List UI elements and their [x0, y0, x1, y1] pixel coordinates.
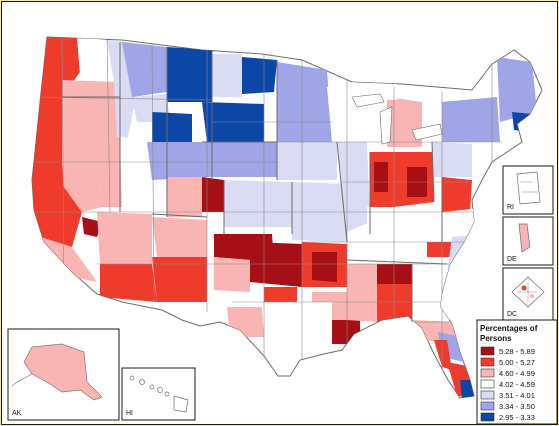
region-louisiana-south — [332, 320, 360, 344]
region-nv-south — [82, 217, 102, 237]
region-texas-east — [297, 302, 332, 342]
alaska-shape — [23, 343, 103, 401]
dc-label: DC — [507, 311, 517, 318]
rhode-island-label: RI — [507, 204, 514, 211]
inset-delaware: DE — [502, 216, 554, 266]
region-new-mexico-north — [152, 217, 207, 257]
legend-swatch — [480, 379, 495, 389]
region-georgia — [412, 264, 452, 322]
legend-title: Percentages of — [480, 324, 538, 333]
region-ca-south — [40, 237, 97, 282]
contiguous-us — [31, 36, 543, 399]
legend-swatch — [480, 346, 495, 356]
region-nebraska — [202, 142, 277, 177]
legend-label: 3.34 - 3.50 — [499, 402, 535, 411]
region-north-dakota-west — [212, 54, 242, 97]
region-mississippi — [347, 264, 377, 322]
inset-rhode-island: RI — [502, 165, 554, 215]
region-alabama-north — [377, 264, 412, 284]
region-texas-dallas — [264, 287, 297, 302]
region-wa-east — [77, 37, 107, 74]
region-or-west — [32, 97, 62, 162]
legend-swatch — [480, 368, 495, 378]
region-boundaries — [32, 37, 502, 372]
legend-label: 4.60 - 4.99 — [499, 369, 535, 378]
alaska-label: AK — [12, 410, 22, 417]
region-nevada — [62, 137, 122, 207]
region-iowa — [277, 142, 337, 180]
legend-label: 3.51 - 4.01 — [499, 391, 535, 400]
region-miami — [460, 380, 474, 398]
region-arizona-west — [97, 212, 152, 264]
great-lakes — [351, 93, 443, 145]
legend-label: 2.95 - 3.33 — [499, 413, 535, 422]
legend-label: 5.28 - 5.89 — [499, 347, 535, 356]
region-ca-central — [32, 187, 82, 247]
legend-swatch — [480, 390, 495, 400]
region-colorado-west — [167, 177, 202, 217]
region-carolina-west — [427, 242, 454, 257]
legend-swatch — [480, 401, 495, 411]
region-michigan — [387, 97, 422, 147]
region-texas-central — [227, 307, 264, 337]
region-montana-west — [122, 42, 167, 97]
region-illinois — [337, 142, 370, 232]
legend-swatch — [480, 412, 495, 422]
region-west-virginia — [442, 177, 472, 214]
region-minnesota — [277, 62, 332, 142]
region-kansas — [224, 180, 292, 227]
region-new-mexico-south — [152, 257, 207, 302]
region-wyoming-north — [152, 112, 192, 142]
legend-label: 4.02 - 4.59 — [499, 380, 535, 389]
region-colorado-east — [202, 177, 224, 212]
region-tennessee — [347, 234, 447, 264]
region-kentucky — [367, 207, 432, 234]
region-oklahoma-east — [250, 242, 302, 287]
inset-hawaii: HI — [121, 367, 196, 421]
legend: Percentages of Persons 5.28 - 5.89 5.00 -… — [476, 319, 557, 424]
inset-alaska: AK — [7, 328, 120, 421]
hawaii-label: HI — [126, 410, 133, 417]
legend-label: 5.00 - 5.27 — [499, 358, 535, 367]
region-montana-east — [167, 47, 212, 102]
region-ca-valley — [62, 162, 102, 212]
region-texas-north — [214, 257, 250, 292]
region-new-york — [442, 97, 500, 142]
region-carolina — [447, 234, 482, 274]
state-boundaries — [62, 42, 448, 322]
legend-swatch — [480, 357, 495, 367]
legend-rows: 5.28 - 5.89 5.00 - 5.27 4.60 - 4.99 4.02 - … — [480, 346, 535, 422]
hawaii-islands — [129, 375, 189, 413]
region-arizona-south — [100, 264, 157, 302]
region-arkansas-central — [312, 252, 337, 282]
region-wyoming-south — [147, 142, 207, 180]
inset-dc: DC — [502, 267, 554, 321]
region-alabama-south — [377, 284, 412, 322]
region-indiana-north — [374, 162, 388, 192]
region-michigan-upper — [347, 82, 397, 100]
region-pennsylvania — [432, 142, 472, 177]
delaware-label: DE — [507, 256, 517, 263]
legend-title-2: Persons — [480, 334, 512, 343]
region-or-east — [62, 80, 120, 142]
region-north-dakota-east — [242, 57, 277, 94]
region-new-england — [497, 57, 537, 122]
